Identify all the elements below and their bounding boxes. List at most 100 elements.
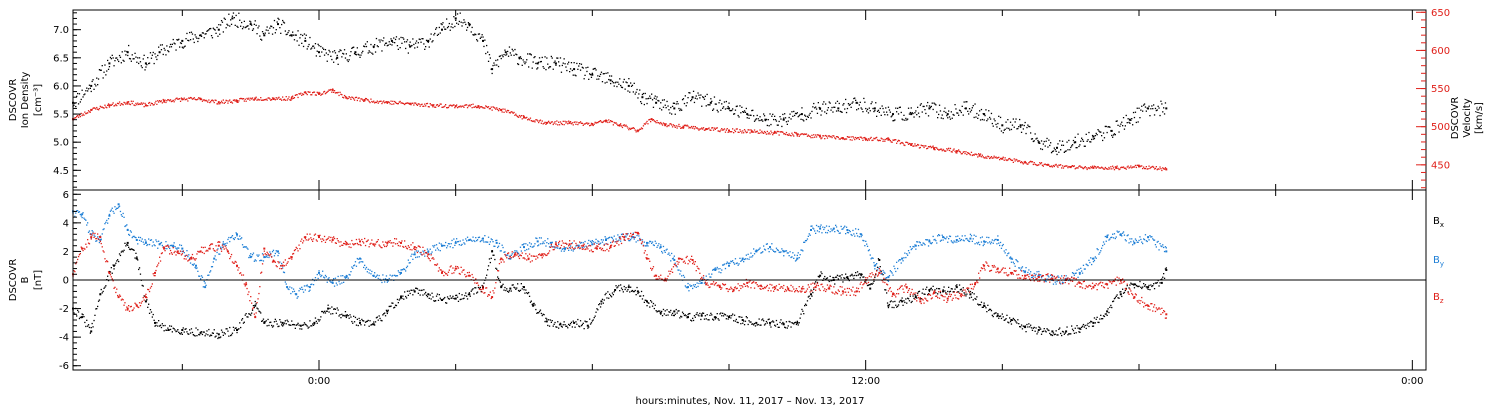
sample-dot xyxy=(684,124,686,126)
sample-dot xyxy=(1112,134,1115,136)
sample-dot xyxy=(710,98,712,100)
sample-dot xyxy=(401,269,403,271)
sample-dot xyxy=(686,124,688,126)
sample-dot xyxy=(470,239,472,241)
sample-dot xyxy=(1080,328,1082,330)
sample-dot xyxy=(811,295,813,297)
sample-dot xyxy=(292,31,294,33)
sample-dot xyxy=(893,306,895,309)
sample-dot xyxy=(1140,109,1142,111)
sample-dot xyxy=(1162,111,1164,113)
sample-dot xyxy=(852,136,854,138)
sample-dot xyxy=(354,53,357,55)
sample-dot xyxy=(1118,297,1120,299)
sample-dot xyxy=(336,92,338,94)
sample-dot xyxy=(291,96,293,98)
sample-dot xyxy=(647,98,649,100)
sample-dot xyxy=(1143,104,1145,106)
sample-dot xyxy=(649,118,651,121)
sample-dot xyxy=(616,85,618,88)
sample-dot xyxy=(975,116,977,118)
sample-dot xyxy=(1039,142,1041,144)
sample-dot xyxy=(194,98,196,100)
sample-dot xyxy=(1113,133,1116,135)
sample-dot xyxy=(856,274,858,277)
sample-dot xyxy=(132,249,134,251)
sample-dot xyxy=(752,255,754,257)
sample-dot xyxy=(104,104,106,106)
sample-dot xyxy=(312,278,314,281)
sample-dot xyxy=(237,26,239,28)
sample-dot xyxy=(1048,164,1050,166)
sample-dot xyxy=(101,233,103,235)
sample-dot xyxy=(588,239,590,242)
sample-dot xyxy=(329,51,331,53)
sample-dot xyxy=(709,104,711,106)
sample-dot xyxy=(653,244,655,247)
sample-dot xyxy=(447,243,450,245)
sample-dot xyxy=(1069,149,1071,151)
sample-dot xyxy=(499,250,501,252)
sample-dot xyxy=(159,325,161,327)
sample-dot xyxy=(795,132,798,134)
sample-dot xyxy=(605,237,607,240)
sample-dot xyxy=(97,109,100,111)
sample-dot xyxy=(103,228,105,230)
sample-dot xyxy=(241,97,243,100)
sample-dot xyxy=(435,295,438,297)
sample-dot xyxy=(461,243,463,246)
sample-dot xyxy=(244,98,246,100)
sample-dot xyxy=(756,114,758,117)
sample-dot xyxy=(663,313,665,315)
sample-dot xyxy=(342,52,344,55)
sample-dot xyxy=(557,57,559,59)
sample-dot xyxy=(702,127,705,129)
sample-dot xyxy=(364,324,366,326)
sample-dot xyxy=(1163,168,1166,170)
sample-dot xyxy=(481,238,483,240)
sample-dot xyxy=(546,122,548,124)
sample-dot xyxy=(271,33,274,35)
sample-dot xyxy=(165,241,167,243)
sample-dot xyxy=(737,131,739,133)
sample-dot xyxy=(992,157,994,159)
sample-dot xyxy=(250,253,252,255)
sample-dot xyxy=(208,99,210,101)
sample-dot xyxy=(289,324,291,326)
sample-dot xyxy=(656,246,658,248)
data-point xyxy=(969,293,972,296)
sample-dot xyxy=(1019,118,1021,121)
sample-dot xyxy=(218,336,220,338)
sample-dot xyxy=(364,43,367,45)
sample-dot xyxy=(761,319,763,321)
sample-dot xyxy=(379,317,381,320)
sample-dot xyxy=(672,124,675,126)
sample-dot xyxy=(247,316,249,318)
sample-dot xyxy=(867,112,870,114)
sample-dot xyxy=(680,270,682,272)
sample-dot xyxy=(410,104,412,106)
sample-dot xyxy=(286,33,288,35)
sample-dot xyxy=(1122,166,1125,168)
sample-dot xyxy=(749,132,751,134)
sample-dot xyxy=(462,298,464,300)
data-point xyxy=(372,323,375,326)
sample-dot xyxy=(347,60,349,63)
sample-dot xyxy=(341,282,343,284)
sample-dot xyxy=(276,21,278,23)
sample-dot xyxy=(505,54,507,56)
data-point xyxy=(281,321,284,324)
sample-dot xyxy=(213,329,215,331)
sample-dot xyxy=(736,262,738,264)
data-point xyxy=(846,276,849,279)
sample-dot xyxy=(388,277,390,280)
sample-dot xyxy=(384,281,386,283)
sample-dot xyxy=(1088,325,1090,328)
sample-dot xyxy=(628,284,630,286)
sample-dot xyxy=(270,321,272,323)
data-point xyxy=(144,62,147,65)
sample-dot xyxy=(725,263,727,265)
sample-dot xyxy=(197,98,199,100)
sample-dot xyxy=(535,62,537,65)
sample-dot xyxy=(181,98,183,101)
